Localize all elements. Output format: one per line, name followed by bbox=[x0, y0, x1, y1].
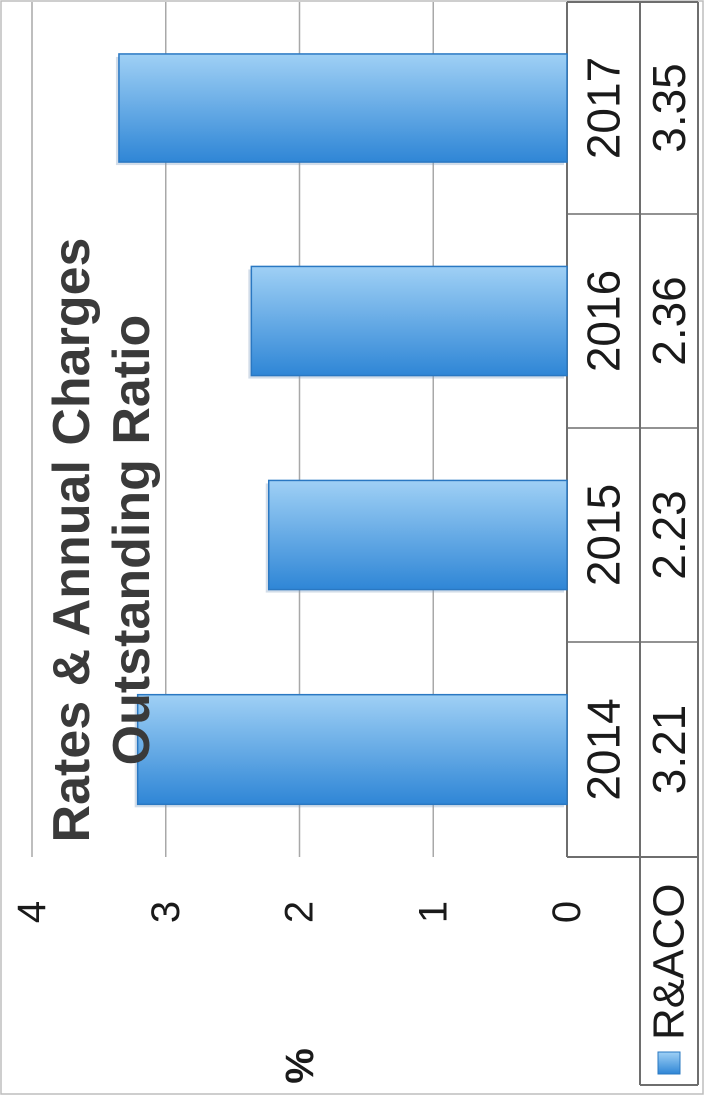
legend: R&ACO bbox=[645, 884, 694, 1075]
chart-title-line: Outstanding Ratio bbox=[103, 315, 161, 766]
value-tick-label: 1 bbox=[411, 901, 455, 923]
data-table: 2014 3.21 2015 2.23 2016 2.36 2017 3.35 bbox=[567, 1, 699, 1086]
legend-key bbox=[657, 1051, 681, 1075]
value-label: 2.36 bbox=[643, 276, 695, 366]
chart-title-line: Rates & Annual Charges bbox=[43, 238, 101, 843]
legend-label: R&ACO bbox=[645, 884, 694, 1040]
value-axis-unit: % bbox=[278, 1048, 322, 1084]
value-label: 2.23 bbox=[643, 490, 695, 580]
category-label: 2016 bbox=[578, 270, 630, 372]
chart-title: Rates & Annual Charges Outstanding Ratio bbox=[43, 238, 161, 843]
value-tick-label: 0 bbox=[545, 901, 589, 923]
value-label: 3.35 bbox=[643, 63, 695, 153]
category-label: 2014 bbox=[578, 698, 630, 800]
bar-2016 bbox=[250, 265, 568, 377]
value-tick-label: 3 bbox=[144, 901, 188, 923]
category-label: 2015 bbox=[578, 484, 630, 586]
value-tick-label: 2 bbox=[278, 901, 322, 923]
bar-2014 bbox=[136, 693, 568, 806]
value-tick-label: 4 bbox=[10, 901, 54, 923]
bar-2015 bbox=[267, 479, 568, 591]
value-axis: 0 1 2 3 4% bbox=[10, 901, 589, 1084]
bar-2017 bbox=[118, 53, 568, 163]
category-label: 2017 bbox=[578, 57, 630, 159]
value-label: 3.21 bbox=[643, 705, 695, 795]
